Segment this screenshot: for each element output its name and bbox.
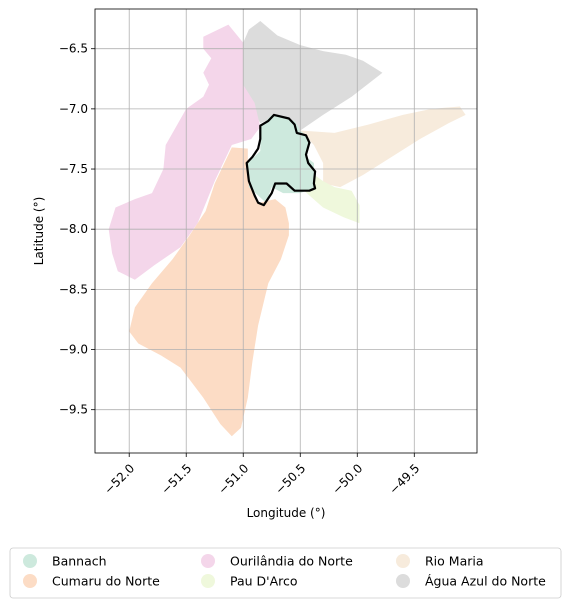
legend-marker-bannach	[23, 554, 37, 568]
plot-area	[94, 8, 478, 454]
legend-label-rio-maria: Rio Maria	[425, 554, 484, 569]
y-tick-label: −8.5	[59, 282, 88, 296]
legend-marker-rio-maria	[396, 554, 410, 568]
y-tick-label: −9.5	[59, 403, 88, 417]
y-tick-label: −9.0	[59, 343, 88, 357]
region-cumaru-do-norte	[129, 147, 289, 437]
y-tick-label: −7.0	[59, 102, 88, 116]
legend-label-pau-d-arco: Pau D'Arco	[230, 574, 298, 589]
region-rio-maria	[300, 106, 466, 188]
y-axis-ticks: −6.5 −7.0 −7.5 −8.0 −8.5 −9.0 −9.5	[59, 42, 95, 417]
x-axis-label: Longitude (°)	[247, 506, 326, 520]
y-tick-label: −8.0	[59, 222, 88, 236]
grid-layer	[95, 9, 477, 453]
legend-items: Bannach Cumaru do Norte Ourilândia do Nort…	[23, 554, 546, 589]
legend-marker-ourilandia-do-norte	[201, 554, 215, 568]
region-ourilandia-do-norte	[108, 24, 261, 280]
legend-marker-pau-d-arco	[201, 574, 215, 588]
highlight-layer	[245, 113, 317, 207]
legend-frame	[9, 547, 562, 599]
legend-label-cumaru-do-norte: Cumaru do Norte	[52, 574, 160, 589]
y-axis-label: Latitude (°)	[32, 197, 46, 266]
legend-marker-cumaru-do-norte	[23, 574, 37, 588]
legend-label-bannach: Bannach	[52, 554, 107, 569]
region-pau-d-arco	[300, 169, 360, 224]
legend-marker-agua-azul-do-norte	[396, 574, 410, 588]
legend-label-agua-azul-do-norte: Água Azul do Norte	[425, 574, 546, 589]
bannach-boundary-outline	[245, 113, 317, 207]
y-tick-label: −6.5	[59, 42, 88, 56]
legend-label-ourilandia-do-norte: Ourilândia do Norte	[230, 554, 353, 569]
legend: Bannach Cumaru do Norte Ourilândia do Nort…	[9, 547, 562, 599]
region-layer	[108, 21, 466, 437]
y-tick-label: −7.5	[59, 162, 88, 176]
region-bannach	[247, 114, 316, 203]
axes-frame	[94, 8, 478, 454]
